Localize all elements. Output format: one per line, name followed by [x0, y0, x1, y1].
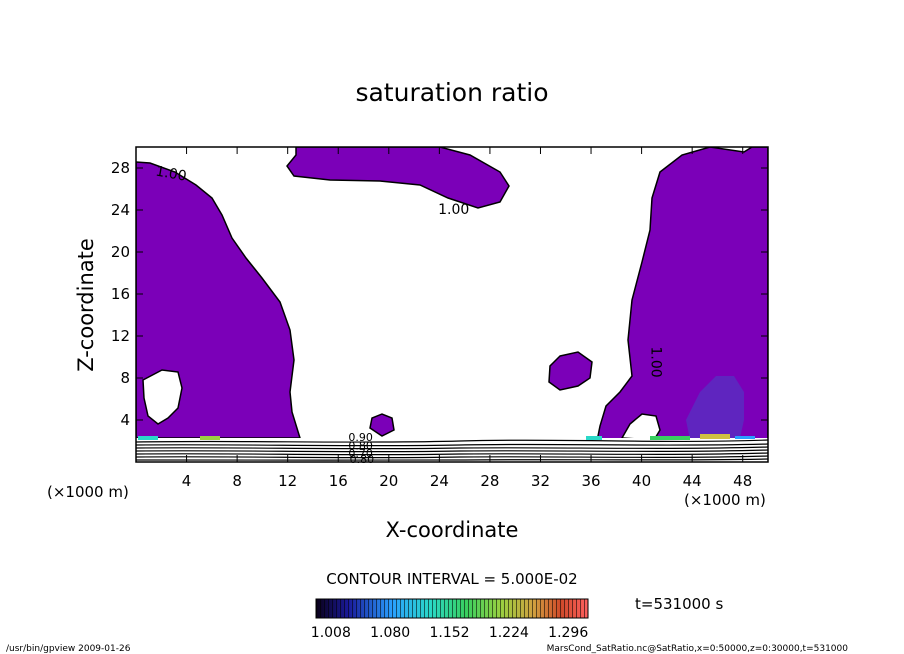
- y-tick-label: 8: [120, 369, 130, 387]
- y-tick-label: 28: [111, 159, 130, 177]
- x-tick-label: 28: [480, 472, 499, 490]
- plot-frame: [135, 146, 769, 463]
- y-tick-label: 20: [111, 243, 130, 261]
- chart-title: saturation ratio: [355, 78, 548, 107]
- x-tick-label: 44: [683, 472, 702, 490]
- x-unit-right: (×1000 m): [684, 491, 766, 509]
- unsaturated-pocket-left: [142, 369, 183, 425]
- footer-left: /usr/bin/gpview 2009-01-26: [6, 644, 131, 654]
- contour-label: 1.00: [648, 347, 664, 378]
- x-tick-label: 16: [329, 472, 348, 490]
- saturated-region-left: [136, 161, 302, 439]
- contour-label-layer: 1.001.001.000.900.800.700.80: [154, 164, 663, 467]
- y-tick-label: 4: [120, 411, 130, 429]
- colorbar-tick-label: 1.008: [311, 625, 351, 641]
- x-tick-label: 40: [632, 472, 651, 490]
- colorbar-ticks: 1.008 1.080 1.152 1.224 1.296: [311, 625, 589, 641]
- x-tick-label: 12: [278, 472, 297, 490]
- surface-contour-lines: [136, 439, 768, 461]
- x-tick-label: 20: [379, 472, 398, 490]
- x-axis-label: X-coordinate: [386, 518, 519, 542]
- colorbar-tick-label: 1.080: [370, 625, 410, 641]
- small-cell: [369, 413, 395, 437]
- contour-label-surface: 0.80: [350, 453, 375, 466]
- darker-patch: [686, 376, 744, 440]
- saturated-region-small: [548, 351, 593, 391]
- y-tick-label: 16: [111, 285, 130, 303]
- saturated-region-top: [286, 147, 510, 209]
- x-tick-label: 32: [531, 472, 550, 490]
- x-tick-label: 36: [581, 472, 600, 490]
- contour-label-surface: 0.70: [348, 447, 373, 460]
- plot-area: [136, 147, 768, 462]
- contour-label: 1.00: [154, 164, 187, 185]
- x-tick-label: 24: [430, 472, 449, 490]
- colorbar-tick-label: 1.296: [548, 625, 588, 641]
- surface-color-speckles: [138, 434, 755, 440]
- saturated-region-right: [595, 147, 768, 447]
- footer-right: MarsCond_SatRatio.nc@SatRatio,x=0:50000,…: [547, 644, 849, 654]
- colorbar-tick-label: 1.224: [489, 625, 529, 641]
- x-tick-label: 48: [733, 472, 752, 490]
- y-axis-label: Z-coordinate: [74, 238, 98, 372]
- x-tick-label: 8: [232, 472, 242, 490]
- x-tick-label: 4: [182, 472, 192, 490]
- time-label: t=531000 s: [635, 595, 723, 613]
- contour-label-surface: 0.80: [348, 439, 373, 452]
- contour-interval-label: CONTOUR INTERVAL = 5.000E-02: [326, 570, 577, 588]
- contour-label-surface: 0.90: [348, 431, 373, 444]
- y-tick-label: 12: [111, 327, 130, 345]
- colorbar: [315, 598, 589, 619]
- colorbar-tick-label: 1.152: [429, 625, 469, 641]
- y-tick-label: 24: [111, 201, 130, 219]
- x-unit-left: (×1000 m): [47, 483, 129, 501]
- contour-label: 1.00: [438, 202, 469, 218]
